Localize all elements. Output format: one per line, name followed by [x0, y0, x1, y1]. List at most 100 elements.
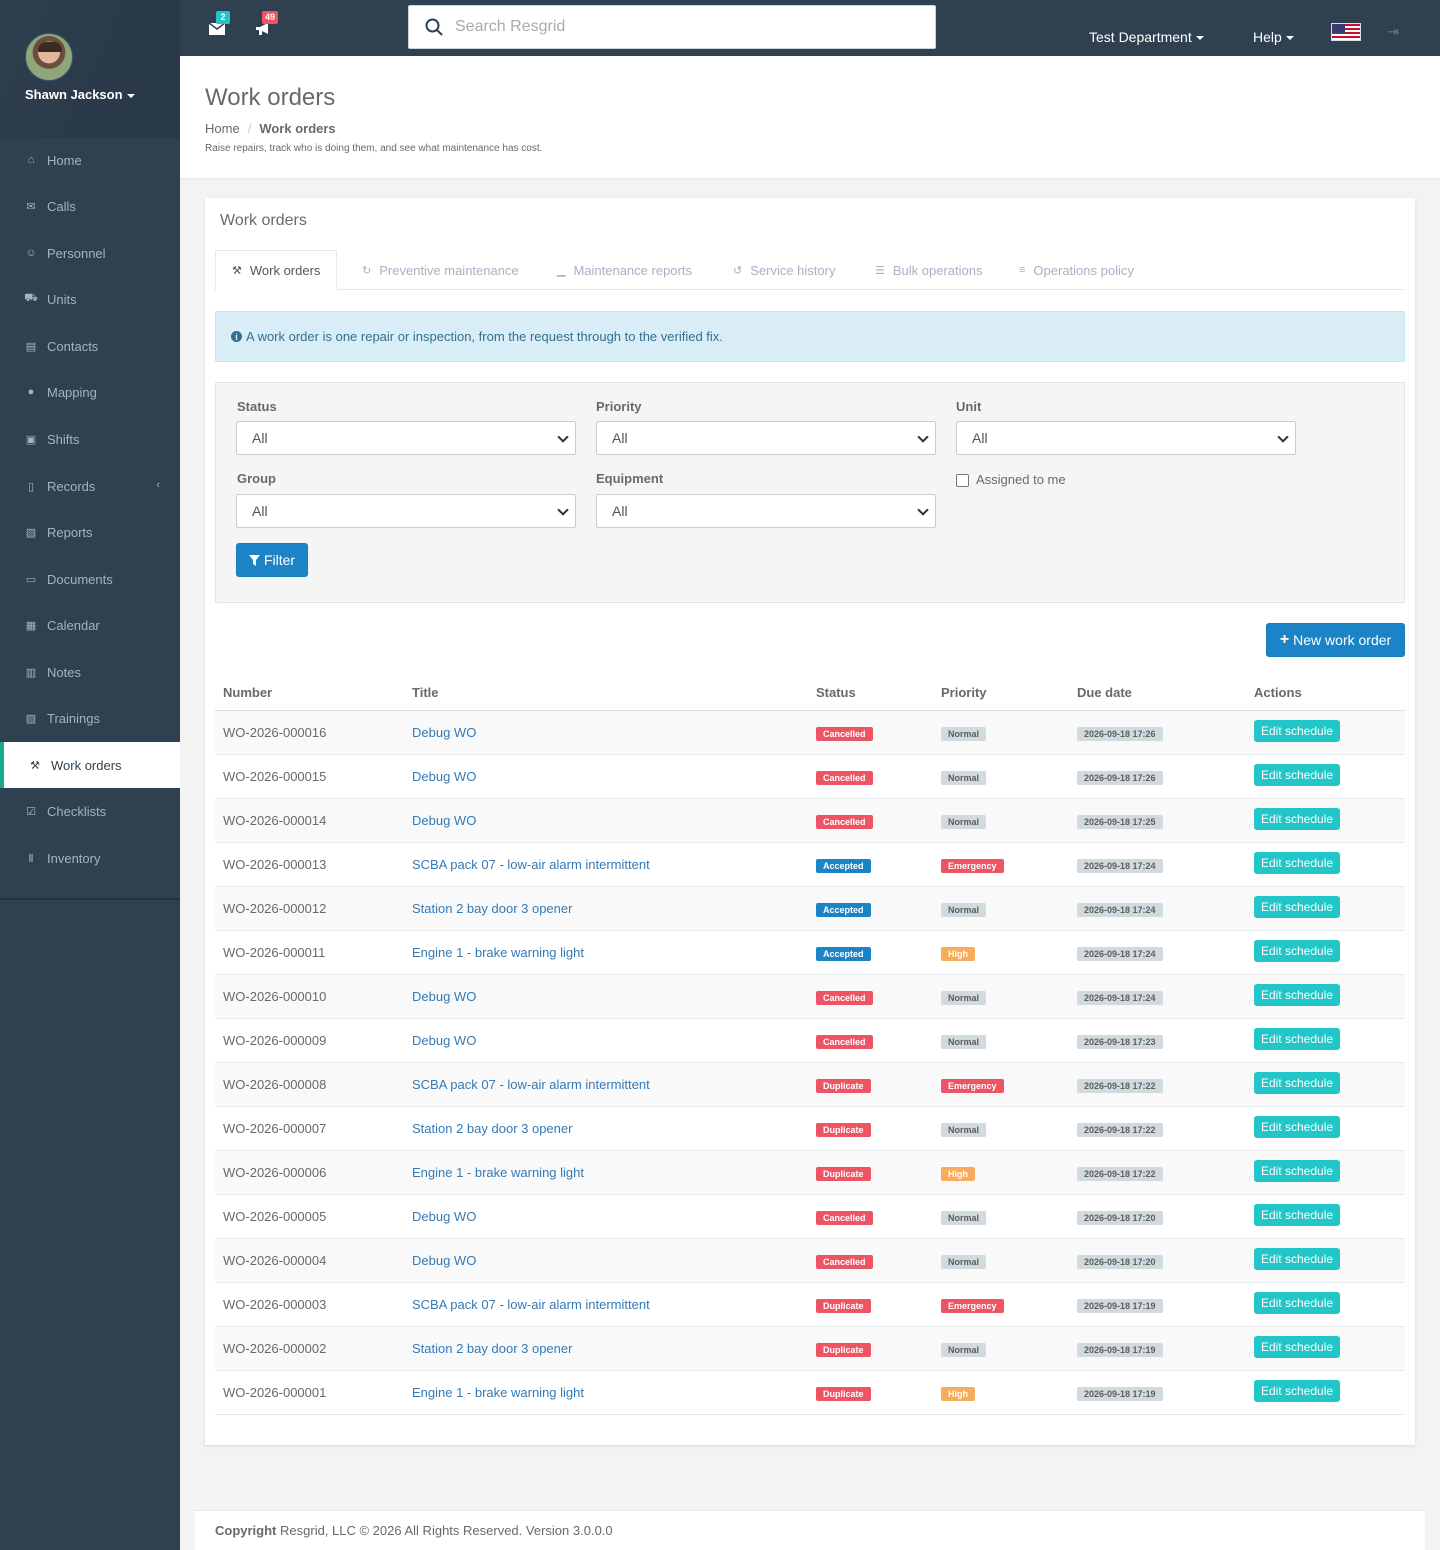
edit-schedule-button[interactable]: Edit schedule [1254, 1072, 1341, 1094]
work-order-title-link[interactable]: Debug WO [412, 725, 477, 740]
work-order-title-link[interactable]: SCBA pack 07 - low-air alarm intermitten… [412, 857, 650, 872]
sign-out-icon[interactable]: ⇥ [1388, 24, 1399, 39]
due-date-badge: 2026-09-18 17:24 [1077, 991, 1163, 1005]
sidebar-item-mapping[interactable]: ● Mapping [0, 369, 180, 415]
tab-maintenance-reports[interactable]: ▁ Maintenance reports [557, 250, 692, 290]
edit-schedule-button[interactable]: Edit schedule [1254, 1116, 1341, 1138]
due-date-badge: 2026-09-18 17:20 [1077, 1211, 1163, 1225]
work-order-title-link[interactable]: SCBA pack 07 - low-air alarm intermitten… [412, 1297, 650, 1312]
work-order-title-link[interactable]: Debug WO [412, 989, 477, 1004]
work-order-title-link[interactable]: Debug WO [412, 1209, 477, 1224]
tab-label: Operations policy [1033, 262, 1134, 278]
edit-schedule-button[interactable]: Edit schedule [1254, 1204, 1341, 1226]
edit-schedule-button[interactable]: Edit schedule [1254, 720, 1341, 742]
footer: Copyright Resgrid, LLC © 2026 All Rights… [195, 1510, 1425, 1550]
edit-schedule-button[interactable]: Edit schedule [1254, 1248, 1341, 1270]
edit-schedule-button[interactable]: Edit schedule [1254, 1292, 1341, 1314]
sidebar-item-records[interactable]: ▯ Records ‹ [0, 463, 180, 509]
assigned-to-me-checkbox[interactable] [956, 474, 969, 487]
group-select[interactable]: All [236, 494, 576, 528]
sidebar-item-documents[interactable]: ▭ Documents [0, 556, 180, 602]
tab-work-orders[interactable]: ⚒ Work orders [215, 250, 338, 291]
equipment-select[interactable]: All [596, 494, 936, 528]
tab-preventive-maintenance[interactable]: ↻ Preventive maintenance [362, 250, 519, 290]
edit-schedule-button[interactable]: Edit schedule [1254, 1028, 1341, 1050]
work-order-title-link[interactable]: Station 2 bay door 3 opener [412, 1121, 573, 1136]
edit-schedule-button[interactable]: Edit schedule [1254, 896, 1341, 918]
work-order-title-link[interactable]: Debug WO [412, 813, 477, 828]
table-row: WO-2026-000006 Engine 1 - brake warning l… [215, 1151, 1405, 1195]
profile-menu[interactable]: Shawn Jackson [25, 87, 135, 102]
edit-schedule-button[interactable]: Edit schedule [1254, 852, 1341, 874]
work-order-title-link[interactable]: Engine 1 - brake warning light [412, 945, 584, 960]
filter-button-label: Filter [263, 552, 296, 568]
edit-schedule-button[interactable]: Edit schedule [1254, 1336, 1341, 1358]
status-select[interactable]: All [236, 421, 576, 455]
due-date-badge: 2026-09-18 17:19 [1077, 1299, 1163, 1313]
breadcrumb: Home / Work orders [205, 121, 336, 136]
sidebar-item-checklists[interactable]: ☑ Checklists [0, 788, 180, 834]
priority-badge: Emergency [941, 859, 1004, 873]
sidebar-item-personnel[interactable]: ☺ Personnel [0, 230, 180, 276]
sidebar-item-inventory[interactable]: Ⅱ Inventory [0, 835, 180, 881]
priority-select[interactable]: All [596, 421, 936, 455]
work-order-title-link[interactable]: Engine 1 - brake warning light [412, 1385, 584, 1400]
info-text: A work order is one repair or inspection… [246, 329, 723, 344]
department-dropdown[interactable]: Test Department [1089, 29, 1204, 45]
filter-button[interactable]: Filter [236, 543, 308, 577]
sidebar-item-label: Reports [47, 524, 93, 540]
priority-badge: Normal [941, 1035, 987, 1049]
edit-schedule-button[interactable]: Edit schedule [1254, 808, 1341, 830]
tab-bulk-operations[interactable]: ☰ Bulk operations [875, 250, 983, 290]
help-dropdown[interactable]: Help [1253, 29, 1294, 45]
sidebar-item-label: Shifts [47, 431, 80, 447]
edit-schedule-button[interactable]: Edit schedule [1254, 1380, 1341, 1402]
unit-select[interactable]: All [956, 421, 1296, 455]
sidebar-item-calendar[interactable]: ▦ Calendar [0, 602, 180, 648]
work-order-title-link[interactable]: Debug WO [412, 1253, 477, 1268]
sidebar-item-label: Work orders [51, 757, 122, 773]
checklist-icon: ☑ [26, 805, 36, 818]
avatar[interactable] [25, 33, 73, 81]
work-order-title-link[interactable]: SCBA pack 07 - low-air alarm intermitten… [412, 1077, 650, 1092]
edit-schedule-button[interactable]: Edit schedule [1254, 1160, 1341, 1182]
tab-service-history[interactable]: ↺ Service history [733, 250, 835, 290]
sidebar-item-reports[interactable]: ▧ Reports [0, 509, 180, 555]
edit-schedule-button[interactable]: Edit schedule [1254, 984, 1341, 1006]
sidebar-item-home[interactable]: ⌂ Home [0, 137, 180, 183]
status-badge: Cancelled [816, 1035, 873, 1049]
status-badge: Accepted [816, 903, 871, 917]
work-order-title-link[interactable]: Station 2 bay door 3 opener [412, 901, 573, 916]
sidebar-item-label: Records [47, 478, 96, 494]
bullhorn-icon: ✉ [26, 200, 36, 213]
sidebar-item-calls[interactable]: ✉ Calls [0, 183, 180, 229]
work-order-number: WO-2026-000004 [223, 1253, 327, 1268]
breadcrumb-home[interactable]: Home [205, 121, 240, 136]
sidebar-item-units[interactable]: ⛟ Units [0, 276, 180, 322]
messages-button[interactable]: 2 [208, 11, 230, 38]
calls-button[interactable]: 49 [254, 11, 279, 38]
us-flag-icon[interactable] [1331, 23, 1361, 41]
page-heading: Work orders Home / Work orders Raise repai… [180, 56, 1440, 179]
new-work-order-button[interactable]: + New work order [1266, 623, 1405, 657]
edit-schedule-button[interactable]: Edit schedule [1254, 940, 1341, 962]
work-order-title-link[interactable]: Station 2 bay door 3 opener [412, 1341, 573, 1356]
sidebar-item-work-orders[interactable]: ⚒ Work orders [0, 742, 180, 788]
tab-operations-policy[interactable]: ≡ Operations policy [1019, 250, 1134, 290]
sidebar-item-shifts[interactable]: ▣ Shifts [0, 416, 180, 462]
table-row: WO-2026-000015 Debug WO Cancelled Normal 202… [215, 755, 1405, 799]
search-input[interactable] [455, 18, 895, 36]
work-order-title-link[interactable]: Debug WO [412, 769, 477, 784]
sidebar-item-trainings[interactable]: ▨ Trainings [0, 695, 180, 741]
work-order-title-link[interactable]: Engine 1 - brake warning light [412, 1165, 584, 1180]
edit-schedule-button[interactable]: Edit schedule [1254, 764, 1341, 786]
status-badge: Duplicate [816, 1079, 871, 1093]
messages-badge: 2 [216, 11, 230, 24]
work-order-title-link[interactable]: Debug WO [412, 1033, 477, 1048]
sidebar-item-notes[interactable]: ▥ Notes [0, 649, 180, 695]
sidebar-item-contacts[interactable]: ▤ Contacts [0, 323, 180, 369]
table-row: WO-2026-000013 SCBA pack 07 - low-air ala… [215, 843, 1405, 887]
status-badge: Cancelled [816, 991, 873, 1005]
status-badge: Duplicate [816, 1299, 871, 1313]
status-badge: Duplicate [816, 1123, 871, 1137]
